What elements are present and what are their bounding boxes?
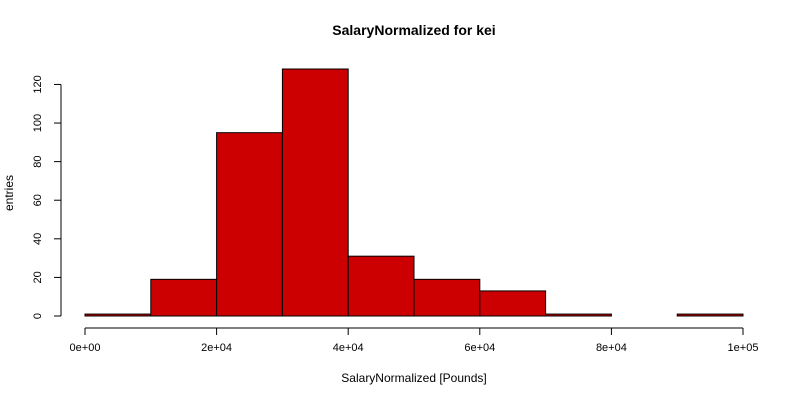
x-axis-label: SalaryNormalized [Pounds] [341, 371, 486, 385]
y-tick-label: 40 [32, 233, 44, 245]
y-axis: 0 20 40 60 80 100 120 [32, 75, 62, 319]
histogram-bar [84, 313, 152, 317]
y-axis-label: entries [2, 175, 16, 211]
histogram-bar [281, 68, 349, 317]
histogram-bar [479, 290, 547, 317]
histogram-bar [413, 278, 481, 317]
y-tick-label: 60 [32, 194, 44, 206]
y-tick-label: 100 [32, 114, 44, 132]
x-tick-label: 6e+04 [464, 342, 495, 354]
x-tick-label: 1e+05 [728, 342, 759, 354]
x-tick-label: 0e+00 [70, 342, 101, 354]
bars-group [84, 68, 744, 317]
histogram-bar [676, 313, 744, 317]
histogram-bar [347, 255, 415, 317]
y-tick-label: 80 [32, 156, 44, 168]
histogram-bar [545, 313, 612, 317]
histogram-bar [216, 132, 283, 317]
y-tick-label: 120 [32, 75, 44, 93]
x-tick-label: 4e+04 [333, 342, 364, 354]
x-tick-label: 2e+04 [201, 342, 232, 354]
x-axis: 0e+00 2e+04 4e+04 6e+04 8e+04 1e+05 [70, 327, 759, 354]
histogram-bar [150, 278, 218, 317]
y-tick-label: 20 [32, 271, 44, 283]
x-tick-label: 8e+04 [596, 342, 627, 354]
y-tick-label: 0 [32, 313, 44, 319]
chart-title: SalaryNormalized for kei [332, 22, 495, 38]
